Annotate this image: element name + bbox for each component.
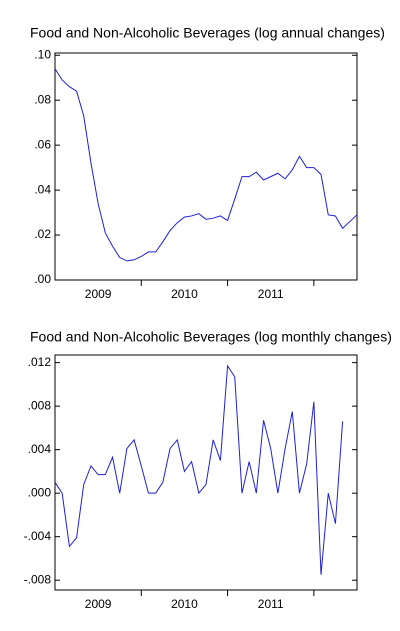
y-tick-label: .00 (34, 272, 51, 286)
y-tick-label: .02 (34, 227, 51, 241)
x-tick-label: 2009 (85, 287, 112, 301)
y-tick-label: -.004 (24, 529, 52, 543)
line (54, 68, 358, 262)
chart-title: Food and Non-Alcoholic Beverages (log mo… (30, 329, 392, 345)
plot-frame (54, 354, 358, 591)
y-tick-label: .008 (28, 398, 52, 412)
y-tick-label: .08 (34, 92, 51, 106)
y-tick-label: -.008 (24, 572, 52, 586)
chart-title: Food and Non-Alcoholic Beverages (log an… (30, 25, 385, 41)
y-tick-label: .06 (34, 137, 51, 151)
line (54, 364, 344, 575)
x-tick-label: 2011 (258, 597, 284, 611)
y-tick-label: .04 (34, 182, 51, 196)
y-tick-label: .10 (34, 47, 51, 61)
y-tick-label: .004 (28, 442, 52, 456)
x-tick-label: 2010 (171, 597, 198, 611)
plot-frame (54, 52, 358, 281)
y-tick-label: .000 (28, 485, 52, 499)
y-tick-label: .012 (28, 355, 52, 369)
x-tick-label: 2009 (85, 597, 112, 611)
x-tick-label: 2010 (171, 287, 198, 301)
x-tick-label: 2011 (258, 287, 284, 301)
